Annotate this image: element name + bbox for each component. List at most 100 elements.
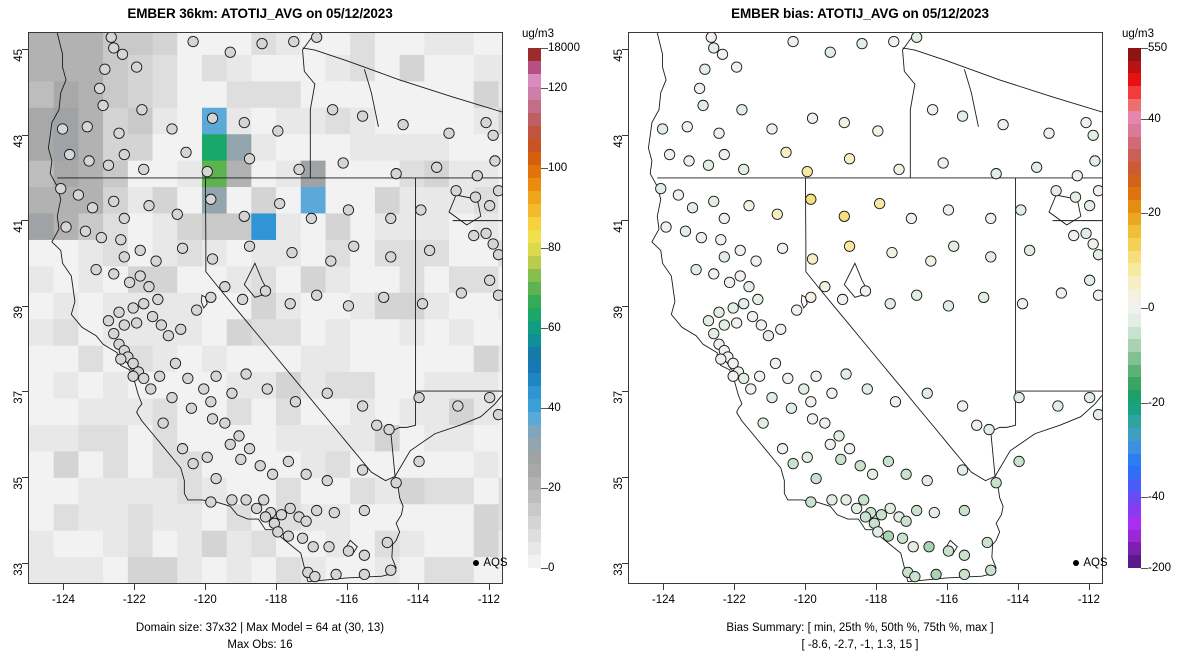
bias-marker[interactable] xyxy=(738,298,750,310)
bias-marker[interactable] xyxy=(843,240,856,252)
monitor-marker[interactable] xyxy=(118,148,130,161)
monitor-marker[interactable] xyxy=(118,319,130,331)
monitor-marker[interactable] xyxy=(136,104,148,116)
monitor-marker[interactable] xyxy=(205,496,217,508)
bias-marker[interactable] xyxy=(997,119,1009,131)
monitor-marker[interactable] xyxy=(102,315,115,327)
bias-marker[interactable] xyxy=(745,383,757,395)
bias-marker[interactable] xyxy=(1087,129,1099,141)
bias-marker[interactable] xyxy=(655,183,667,195)
monitor-marker[interactable] xyxy=(108,268,120,280)
bias-marker[interactable] xyxy=(746,310,759,323)
bias-marker[interactable] xyxy=(840,494,852,506)
bias-marker[interactable] xyxy=(956,400,969,412)
bias-marker[interactable] xyxy=(990,477,1002,489)
monitor-marker[interactable] xyxy=(118,251,130,263)
monitor-marker[interactable] xyxy=(484,200,496,212)
monitor-marker[interactable] xyxy=(210,472,222,485)
bias-marker[interactable] xyxy=(1015,204,1027,216)
monitor-marker[interactable] xyxy=(219,417,231,429)
bias-marker[interactable] xyxy=(713,127,725,139)
bias-marker[interactable] xyxy=(819,281,831,293)
monitor-marker[interactable] xyxy=(484,274,496,286)
bias-marker[interactable] xyxy=(928,507,940,519)
monitor-marker[interactable] xyxy=(175,323,187,335)
monitor-marker[interactable] xyxy=(381,536,393,549)
monitor-marker[interactable] xyxy=(311,33,323,43)
bias-marker[interactable] xyxy=(743,200,755,212)
bias-marker[interactable] xyxy=(806,112,819,124)
monitor-marker[interactable] xyxy=(358,568,371,581)
monitor-marker[interactable] xyxy=(358,504,371,517)
monitor-marker[interactable] xyxy=(423,244,436,257)
monitor-marker[interactable] xyxy=(152,293,164,306)
monitor-marker[interactable] xyxy=(236,293,249,306)
bias-marker[interactable] xyxy=(838,210,850,222)
bias-marker[interactable] xyxy=(664,148,676,161)
bias-marker[interactable] xyxy=(1084,274,1096,286)
monitor-marker[interactable] xyxy=(108,42,120,54)
monitor-marker[interactable] xyxy=(134,270,146,282)
monitor-marker[interactable] xyxy=(452,400,464,412)
monitor-marker[interactable] xyxy=(138,298,150,310)
bias-marker[interactable] xyxy=(882,455,895,468)
monitor-marker[interactable] xyxy=(162,330,175,342)
bias-marker[interactable] xyxy=(660,221,672,233)
monitor-marker[interactable] xyxy=(468,229,480,242)
bias-marker[interactable] xyxy=(1080,227,1092,240)
monitor-marker[interactable] xyxy=(143,200,155,212)
monitor-marker[interactable] xyxy=(272,125,284,137)
bias-marker[interactable] xyxy=(810,472,822,485)
monitor-marker[interactable] xyxy=(358,549,371,561)
bias-marker[interactable] xyxy=(1013,455,1025,468)
monitor-marker[interactable] xyxy=(97,99,109,112)
monitor-marker[interactable] xyxy=(378,291,390,303)
bias-marker[interactable] xyxy=(805,496,817,508)
monitor-marker[interactable] xyxy=(390,477,402,489)
monitor-marker[interactable] xyxy=(127,302,139,314)
bias-marker[interactable] xyxy=(757,417,769,429)
monitor-marker[interactable] xyxy=(356,400,369,412)
bias-marker[interactable] xyxy=(755,319,767,331)
bias-marker[interactable] xyxy=(905,212,918,225)
monitor-marker[interactable] xyxy=(155,319,167,331)
bias-marker[interactable] xyxy=(990,168,1002,180)
monitor-marker[interactable] xyxy=(326,104,339,116)
monitor-marker[interactable] xyxy=(131,317,143,329)
bias-marker[interactable] xyxy=(766,123,778,135)
monitor-marker[interactable] xyxy=(397,119,409,131)
monitor-marker[interactable] xyxy=(233,430,245,442)
monitor-marker[interactable] xyxy=(325,255,337,267)
bias-marker[interactable] xyxy=(769,357,782,370)
bias-marker[interactable] xyxy=(930,568,942,581)
bias-marker[interactable] xyxy=(911,289,923,301)
monitor-marker[interactable] xyxy=(492,289,502,301)
bias-marker[interactable] xyxy=(1084,200,1096,212)
bias-marker[interactable] xyxy=(1084,391,1096,404)
monitor-marker[interactable] xyxy=(205,396,217,408)
bias-marker[interactable] xyxy=(734,244,746,257)
monitor-marker[interactable] xyxy=(307,541,319,553)
monitor-marker[interactable] xyxy=(282,530,295,542)
bias-marker[interactable] xyxy=(854,460,866,472)
bias-marker[interactable] xyxy=(900,468,912,480)
monitor-marker[interactable] xyxy=(251,502,263,515)
bias-marker[interactable] xyxy=(872,125,884,137)
monitor-marker[interactable] xyxy=(321,475,333,487)
bias-marker[interactable] xyxy=(835,453,847,465)
bias-marker[interactable] xyxy=(907,541,919,553)
bias-marker[interactable] xyxy=(819,417,831,429)
bias-marker[interactable] xyxy=(1016,298,1029,310)
monitor-marker[interactable] xyxy=(296,532,309,544)
bias-marker[interactable] xyxy=(875,509,888,521)
bias-marker[interactable] xyxy=(866,468,879,480)
bias-marker[interactable] xyxy=(776,242,789,254)
monitor-marker[interactable] xyxy=(261,383,273,395)
bias-marker[interactable] xyxy=(806,413,819,425)
monitor-marker[interactable] xyxy=(206,253,219,265)
monitor-marker[interactable] xyxy=(284,298,296,310)
bias-marker[interactable] xyxy=(801,165,813,178)
monitor-marker[interactable] xyxy=(83,155,95,167)
bias-marker[interactable] xyxy=(1068,229,1080,242)
bias-marker[interactable] xyxy=(1043,127,1055,139)
